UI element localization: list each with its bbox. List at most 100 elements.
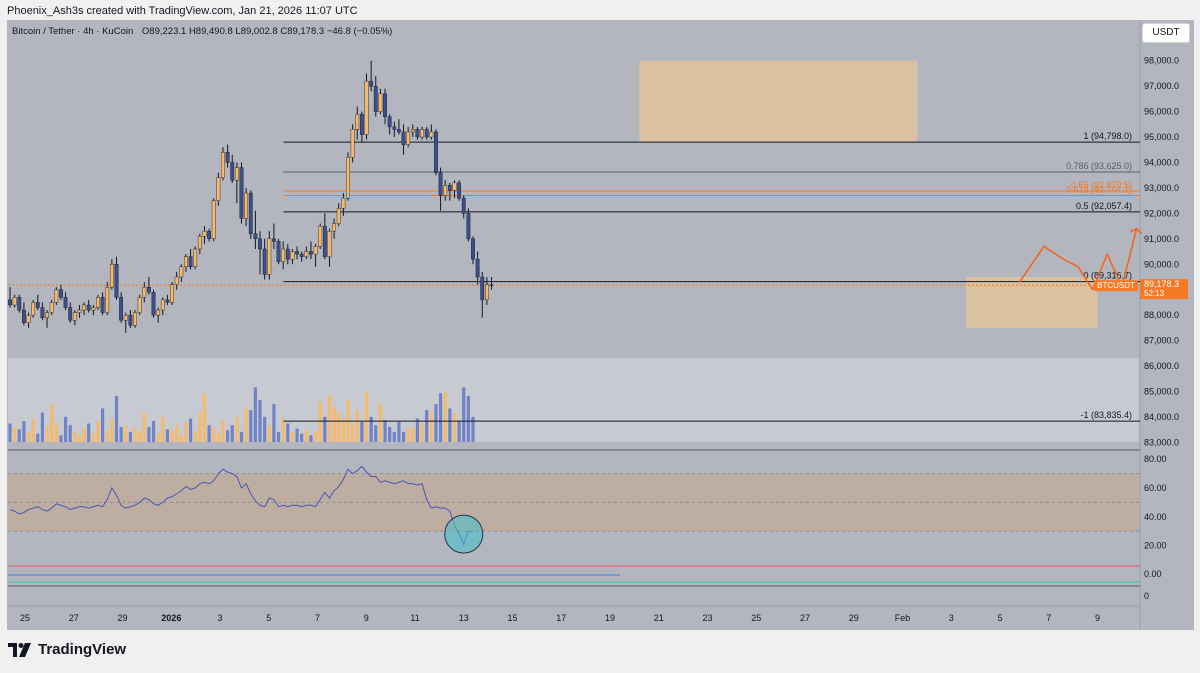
price-tick-label: 83,000.0 [1144,437,1179,447]
candle-body [207,230,211,240]
candle-body [59,289,63,298]
ohlc-open: O89,223.1 [141,26,187,37]
volume-bar [462,387,466,442]
candle-body [193,248,198,268]
brand-name: TradingView [38,641,127,658]
volume-bar [318,401,322,442]
volume-bar [212,426,216,442]
candle-body [197,236,202,250]
candle-body [489,284,494,286]
candle-body [447,185,452,191]
fib-level-label: 1 (94,798.0) [1083,131,1132,141]
candle-body [77,309,82,313]
candle-body [475,258,480,278]
candle-body [336,208,341,224]
volume-bar [26,431,31,442]
symbol-badge-label: BTCUSDT [1097,281,1135,290]
candle-body [318,225,323,247]
rsi-line [9,465,473,546]
volume-bar [87,423,91,442]
volume-bar [355,410,359,442]
candle-body [239,167,244,219]
volume-bar [156,433,160,442]
brand[interactable]: TradingView [8,641,126,658]
fib-level-label: 0.618 (92,704.1) [1066,184,1132,194]
volume-bar [397,421,401,442]
volume-bar [383,420,387,442]
price-tick-label: 84,000.0 [1144,412,1179,422]
volume-bar [216,433,220,442]
candle-body [105,286,110,313]
candle-body [248,192,253,234]
fib-level-label: 0.65 (92,879.5) [1071,180,1132,190]
price-change: −46.8 (−0.05%) [326,26,393,37]
volume-bar [8,423,12,442]
volume-bar [230,425,234,442]
ohlc-close: C89,178.3 [280,26,325,37]
volume-bar [179,435,183,442]
candle-body [179,266,184,278]
time-tick-label: 29 [118,613,128,623]
rsi-highlight-circle [444,514,484,554]
candle-body [461,197,466,214]
volume-bar [138,431,142,442]
volume-bar [415,418,420,442]
candle-body [327,230,332,257]
candle-body [17,297,22,311]
volume-bar [175,425,179,442]
candle-body [373,85,378,112]
volume-bar [31,418,35,442]
candle-body [258,238,262,250]
candle-body [415,129,420,138]
candle-body [484,284,489,301]
candle-body [123,314,128,321]
volume-bar [466,395,470,442]
volume-bar [420,423,424,442]
time-tick-label: 5 [998,613,1003,623]
volume-bar [425,410,429,442]
candle-body [253,233,258,240]
price-tick-label: 98,000.0 [1144,56,1179,66]
volume-bar [434,404,438,442]
candle-body [35,302,40,308]
candle-body [54,289,59,303]
volume-bar [22,421,26,442]
price-tick-label: 97,000.0 [1144,81,1179,91]
price-tick-label: 91,000.0 [1144,234,1179,244]
candle-body [471,238,475,260]
volume-bar [40,412,45,442]
volume-bar [263,416,267,442]
volume-bar [374,425,378,442]
price-tick-label: 94,000.0 [1144,157,1179,167]
candle-body [322,225,327,257]
volume-bar [429,412,433,442]
volume-bar [392,431,396,442]
candle-body [313,246,318,255]
price-tick-label: 90,000.0 [1144,259,1179,269]
volume-bar [313,431,318,442]
volume-bar [221,421,225,442]
volume-bar [244,408,248,442]
volume-bar [161,416,165,442]
volume-bar [388,426,392,442]
volume-bar [82,428,86,442]
tradingview-logo-icon [8,642,31,657]
candle-body [369,80,374,87]
candle-body [82,304,86,311]
volume-bar [364,391,369,442]
candle-body [221,152,225,178]
candle-body [96,297,100,308]
volume-bar [45,426,49,442]
candle-body [137,297,142,313]
symbol-info[interactable]: Bitcoin / Tether · 4h · KuCoin [12,26,134,37]
time-tick-label: 27 [69,613,79,623]
price-badge [1140,279,1188,300]
currency-button[interactable]: USDT [1142,23,1190,43]
volume-bar [401,431,406,442]
candle-body [188,256,193,268]
volume-bar [170,430,174,442]
candle-body [480,276,485,301]
volume-bar [448,408,452,442]
fib-level-label: 0.5 (92,057.4) [1076,201,1132,211]
